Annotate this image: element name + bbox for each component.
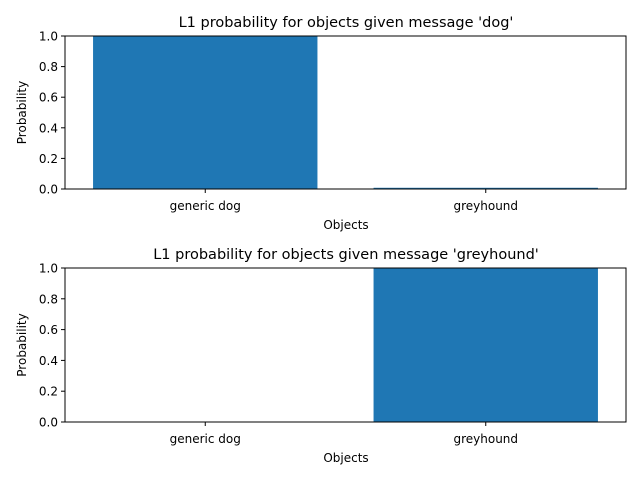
x-axis-label: Objects xyxy=(323,218,368,232)
y-tick-label: 0.6 xyxy=(39,323,58,337)
y-axis-ticks: 0.0 0.2 0.4 0.6 0.8 1.0 xyxy=(39,30,65,197)
y-tick-label: 0.0 xyxy=(39,416,58,430)
chart-title: L1 probability for objects given message… xyxy=(153,247,539,263)
x-tick-label: generic dog xyxy=(170,432,241,446)
plot-frame xyxy=(64,267,627,423)
bar-greyhound xyxy=(373,187,598,189)
y-tick-label: 0.4 xyxy=(39,354,58,368)
bar-generic-dog xyxy=(93,36,318,189)
y-tick-label: 0.0 xyxy=(39,183,58,197)
x-tick-label: greyhound xyxy=(453,199,518,213)
chart-2: L1 probability for objects given message… xyxy=(15,247,627,465)
y-tick-label: 0.4 xyxy=(39,121,58,135)
bar-greyhound xyxy=(373,268,598,422)
y-tick-label: 0.2 xyxy=(39,152,58,166)
chart-1: L1 probability for objects given message… xyxy=(15,15,627,232)
y-tick-label: 0.8 xyxy=(39,292,58,306)
x-axis-ticks: generic dog greyhound xyxy=(170,422,518,446)
chart-title: L1 probability for objects given message… xyxy=(179,15,514,31)
y-tick-label: 0.6 xyxy=(39,91,58,105)
x-axis-ticks: generic dog greyhound xyxy=(170,189,518,213)
x-axis-label: Objects xyxy=(323,451,368,465)
y-axis-label: Probability xyxy=(15,313,29,376)
y-tick-label: 1.0 xyxy=(39,262,58,276)
bars xyxy=(93,36,598,189)
plot-frame xyxy=(64,35,627,190)
y-tick-label: 0.8 xyxy=(39,60,58,74)
x-tick-label: greyhound xyxy=(453,432,518,446)
x-tick-label: generic dog xyxy=(170,199,241,213)
y-axis-label: Probability xyxy=(15,81,29,144)
bars xyxy=(373,268,598,422)
y-axis-ticks: 0.0 0.2 0.4 0.6 0.8 1.0 xyxy=(39,262,65,430)
y-tick-label: 0.2 xyxy=(39,385,58,399)
y-tick-label: 1.0 xyxy=(39,30,58,44)
